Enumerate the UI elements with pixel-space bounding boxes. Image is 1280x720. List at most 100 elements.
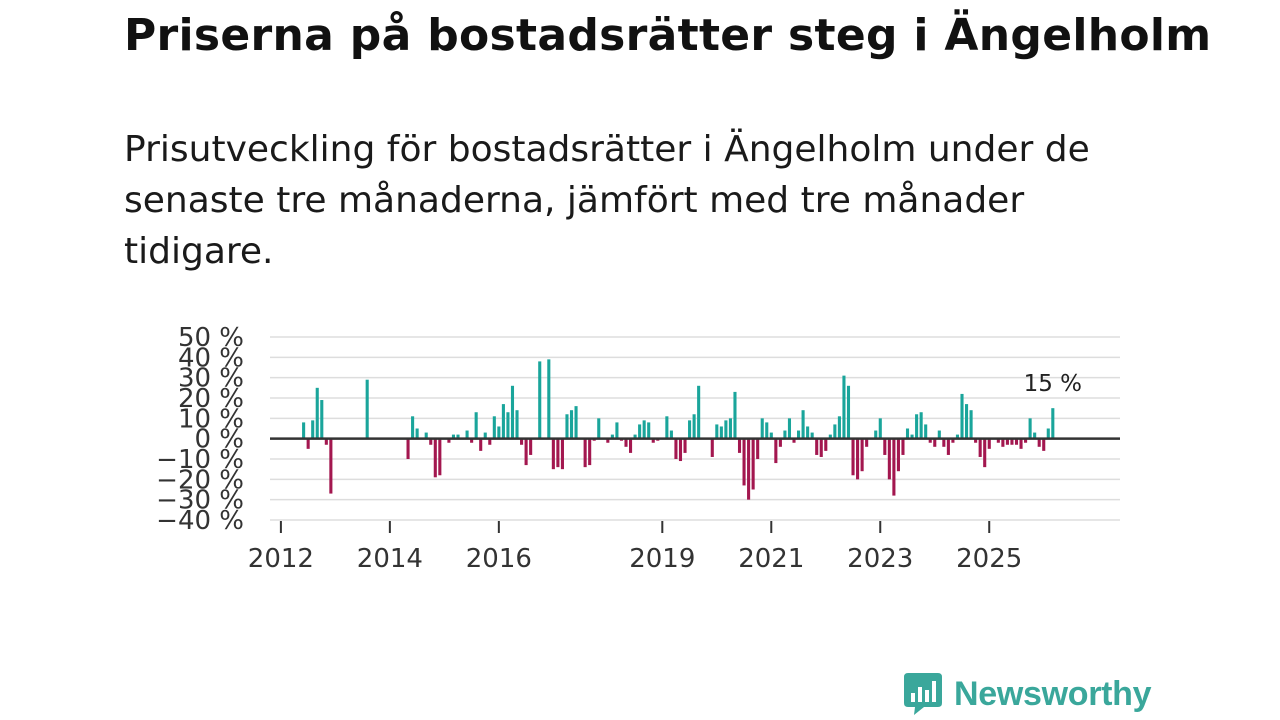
bar (1042, 438, 1046, 451)
bar (965, 404, 969, 439)
bar-series (302, 359, 1055, 500)
bar (588, 438, 592, 466)
chart-title: Priserna på bostadsrätter steg i Ängelho… (124, 10, 1212, 61)
bar (474, 412, 478, 439)
bar (955, 434, 960, 439)
bar (715, 424, 719, 439)
bar (883, 438, 887, 455)
bar (406, 438, 410, 459)
bar (815, 438, 819, 455)
bar (551, 438, 555, 470)
bar (451, 434, 455, 439)
bar (960, 393, 964, 439)
brand-logo[interactable]: Newsworthy (902, 670, 1152, 718)
bar (806, 426, 810, 439)
bar (465, 430, 469, 439)
bar (633, 434, 637, 439)
bar (756, 438, 760, 459)
bar (747, 438, 751, 500)
x-tick-label: 2021 (738, 544, 804, 574)
bar (751, 438, 755, 490)
bar (565, 414, 569, 439)
bar (774, 438, 778, 464)
bar (510, 385, 515, 439)
bar (951, 438, 955, 443)
bar (492, 416, 496, 439)
bar (497, 426, 501, 439)
x-tick-label: 2023 (847, 544, 913, 574)
bar (610, 434, 614, 439)
y-tick-label: −10 % (156, 445, 244, 475)
bar (1037, 438, 1041, 447)
bar (874, 430, 878, 439)
bar (942, 438, 946, 447)
bar (597, 418, 601, 439)
bar (547, 359, 551, 439)
x-tick-label: 2025 (956, 544, 1022, 574)
y-tick-label: −40 % (156, 506, 244, 536)
bar (842, 375, 846, 439)
bar (1028, 418, 1032, 439)
bar (783, 430, 787, 439)
bar (501, 404, 505, 439)
brand-name: Newsworthy (954, 674, 1152, 713)
chart-subtitle: Prisutveckling för bostadsrätter i Ängel… (124, 129, 1090, 272)
bar (556, 438, 560, 468)
bar (315, 387, 319, 439)
axes (270, 437, 1120, 533)
bar (792, 438, 796, 443)
bar (674, 438, 678, 459)
bar (456, 434, 460, 439)
bar (733, 391, 737, 439)
bar (320, 400, 324, 439)
bar (1005, 438, 1009, 445)
bar (311, 420, 315, 439)
bar (538, 361, 542, 439)
bar (642, 420, 646, 439)
bar (1010, 438, 1014, 445)
bar (969, 410, 973, 439)
bar (1046, 428, 1050, 439)
bar (1033, 432, 1037, 439)
bar (520, 438, 524, 445)
bar (833, 424, 837, 439)
x-tick-label: 2012 (248, 544, 314, 574)
bar (560, 438, 564, 470)
bar (724, 420, 728, 439)
bar (846, 385, 851, 439)
bar (901, 438, 905, 455)
x-tick-label: 2016 (466, 544, 532, 574)
bar (629, 438, 633, 453)
bar (1019, 438, 1023, 449)
y-tick-label: 30 % (178, 364, 244, 394)
bar (447, 438, 451, 443)
bar (574, 406, 578, 439)
bar (933, 438, 937, 447)
bar (583, 438, 587, 468)
bar (615, 422, 619, 439)
bar (819, 438, 823, 457)
x-tick-label: 2019 (629, 544, 695, 574)
bar (742, 438, 746, 486)
bar (524, 438, 528, 466)
bar (737, 438, 742, 453)
bar (438, 438, 442, 476)
bar (624, 438, 628, 447)
bar (728, 418, 732, 439)
bar (697, 385, 701, 439)
bar (1024, 438, 1028, 443)
bar (470, 438, 474, 443)
bar (692, 414, 696, 439)
bar (896, 438, 900, 472)
bar (647, 422, 651, 439)
bar (778, 438, 782, 447)
bar (719, 426, 723, 439)
bar (801, 410, 805, 439)
bar (329, 438, 333, 494)
bar (365, 379, 369, 439)
bar (411, 416, 415, 439)
bar (638, 424, 642, 439)
y-tick-label: −30 % (156, 486, 244, 516)
bar (810, 432, 814, 439)
